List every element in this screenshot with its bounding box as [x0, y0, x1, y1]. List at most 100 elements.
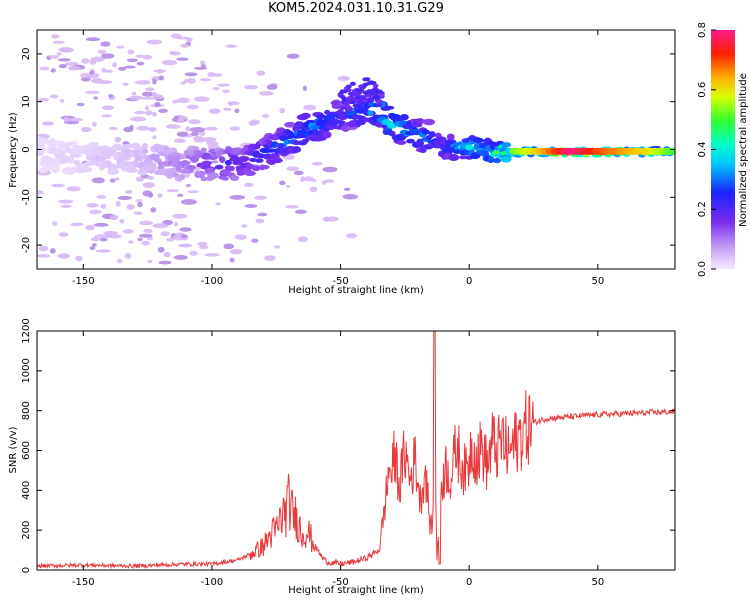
spectrogram-noise-cell [261, 114, 270, 118]
colorbar-tick-label: 0.2 [697, 201, 708, 217]
spectrogram-noise-cell [208, 108, 221, 114]
spectrogram-noise-cell [126, 204, 135, 210]
spectrogram-noise-cell [81, 57, 90, 64]
spectrogram-cell [145, 164, 157, 171]
spectrogram-noise-cell [136, 61, 145, 66]
spectrogram-noise-cell [160, 231, 170, 237]
spectrogram-noise-cell [114, 177, 120, 181]
spectrogram-noise-cell [187, 190, 199, 194]
spectrogram-cell [448, 153, 460, 161]
spectrogram-noise-cell [204, 126, 218, 131]
y-tick-label: 20 [21, 48, 32, 61]
spectrogram-noise-cell [119, 219, 125, 224]
spectrogram-noise-cell [322, 216, 331, 222]
spectrogram-noise-cell [229, 126, 241, 131]
spectrogram-cell [345, 84, 352, 89]
spectrogram-noise-cell [297, 236, 308, 243]
spectrogram-noise-cell [116, 258, 123, 264]
spectrogram-noise-cell [117, 195, 132, 201]
snr-y-ticks: 0 200 400 600 800 1000 1200 [21, 318, 675, 573]
spectrogram-noise-cell [122, 229, 134, 234]
spectrogram-cell [219, 156, 226, 163]
spectrogram-noise-cell [95, 249, 112, 253]
spectrogram-noise-cell [57, 253, 71, 259]
spectrogram-noise-cell [244, 204, 258, 209]
spectrogram-cell [378, 93, 385, 98]
spectrogram-noise-cell [337, 75, 351, 81]
spectrogram-noise-cell [185, 126, 191, 132]
spectrogram-noise-cell [343, 187, 351, 192]
spectrogram-noise-cell [175, 36, 189, 40]
spectrogram-noise-cell [251, 238, 259, 243]
spectrogram-noise-cell [141, 91, 154, 97]
spectrogram-cell [171, 157, 181, 162]
spectrogram-cell [337, 108, 344, 113]
spectrogram-noise-cell [241, 224, 248, 228]
spectrogram-noise-cell [89, 59, 97, 65]
colorbar-tick-label: 0.6 [697, 82, 708, 98]
spectrogram-cell [200, 176, 207, 182]
spectrogram-cell [97, 155, 106, 162]
spectrogram-noise-cell [243, 84, 258, 90]
spectrogram-noise-cell [146, 39, 163, 45]
spectrogram-noise-cell [130, 116, 147, 122]
spectrogram-noise-cell [165, 124, 182, 129]
spectrogram-noise-cell [223, 107, 232, 111]
spectrogram-cell [291, 146, 302, 153]
spectrogram-noise-cell [198, 245, 209, 249]
y-tick-label: 1000 [21, 358, 32, 383]
spectrogram-noise-cell [173, 138, 186, 144]
spectrogram-cell [261, 165, 270, 170]
x-tick-label: 50 [591, 577, 604, 588]
spectrogram-cell [214, 164, 224, 170]
spectrogram-noise-cell [90, 78, 104, 84]
x-tick-label: -150 [72, 577, 95, 588]
x-tick-label: -150 [72, 276, 95, 287]
spectrogram-cell [472, 137, 485, 143]
spectrogram-cell [201, 160, 213, 166]
spectrogram-noise-cell [89, 209, 102, 215]
spectrogram-cell [127, 167, 138, 173]
spectrogram-noise-cell [80, 126, 92, 133]
spectrogram-noise-cell [303, 176, 314, 182]
spectrogram-noise-cell [49, 248, 56, 254]
spectrogram-cell [186, 165, 196, 170]
spectrogram-cell [200, 147, 207, 153]
spectrogram-noise-cell [38, 245, 49, 252]
spectrogram-cell [301, 138, 310, 143]
spectrogram-noise-cell [177, 118, 185, 124]
spectrogram-noise-cell [222, 89, 230, 94]
spectrogram-cell [141, 143, 149, 150]
x-tick-label: -100 [201, 577, 224, 588]
spectrogram-noise-cell [60, 204, 72, 208]
spectrogram-noise-cell [129, 124, 134, 130]
spectrogram-noise-cell [157, 193, 163, 198]
spectrogram-cell [272, 158, 283, 164]
spectrogram-cell [239, 157, 248, 163]
spectrogram-noise-cell [147, 259, 153, 264]
spectrogram-noise-cell [284, 204, 299, 209]
spectrogram-cell [92, 141, 100, 148]
spectrogram-noise-cell [85, 37, 101, 42]
spectrogram-cell [345, 88, 352, 93]
spectrogram-noise-cell [131, 91, 137, 96]
spectrogram-cell [133, 146, 145, 151]
spectrogram-noise-cell [101, 53, 115, 59]
spectrogram-noise-cell [158, 75, 165, 81]
spectrogram-cell [399, 113, 409, 121]
spectrogram-noise-cell [274, 245, 281, 249]
spectrogram-noise-cell [50, 68, 56, 73]
spectrogram-noise-cell [60, 98, 65, 103]
spectrogram-noise-cell [58, 199, 74, 204]
spectrogram-noise-cell [286, 166, 299, 172]
spectrogram-noise-cell [179, 227, 192, 232]
spectrogram-y-ticks: -20 -10 0 10 20 [21, 48, 675, 253]
spectrogram-noise-cell [166, 189, 179, 193]
spectrogram-noise-cell [143, 228, 153, 234]
spectrogram-noise-cell [286, 53, 300, 59]
spectrogram-cell [50, 163, 61, 171]
spectrogram-noise-cell [58, 58, 71, 62]
spectrogram-noise-cell [199, 78, 212, 82]
spectrogram-noise-cell [201, 136, 217, 143]
